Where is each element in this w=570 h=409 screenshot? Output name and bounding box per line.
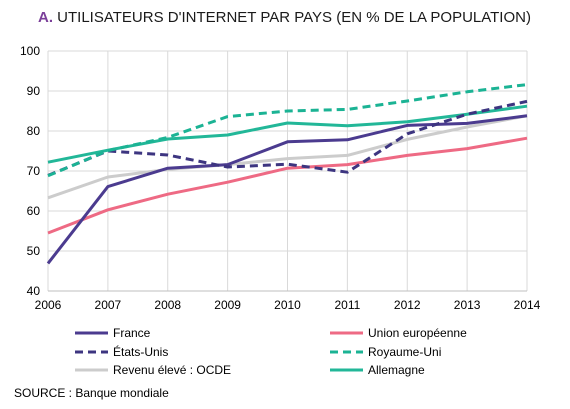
y-tick-label: 80	[27, 124, 41, 138]
series-line-Revenu élevé : OCDE	[47, 114, 528, 200]
y-tick-label: 100	[20, 44, 40, 58]
y-tick-label: 60	[27, 204, 41, 218]
series-line-France	[46, 114, 528, 265]
x-tick-label: 2011	[334, 298, 360, 312]
legend-label: Royaume-Uni	[368, 345, 441, 359]
series-line-Union européenne	[47, 136, 528, 235]
chart-title-text: UTILISATEURS D'INTERNET PAR PAYS (EN % D…	[57, 9, 531, 26]
series-lines	[46, 83, 528, 265]
y-tick-label: 50	[27, 244, 41, 258]
legend-label: Allemagne	[368, 363, 425, 377]
legend-label: France	[113, 326, 151, 340]
legend-label: Union européenne	[368, 326, 467, 340]
y-tick-label: 70	[27, 164, 41, 178]
series-line-Royaume-Uni	[47, 83, 528, 178]
y-tick-label: 90	[27, 84, 41, 98]
chart-title: A. UTILISATEURS D'INTERNET PAR PAYS (EN …	[38, 9, 531, 26]
x-tick-label: 2006	[35, 298, 62, 312]
chart-title-letter: A.	[38, 9, 53, 26]
legend-label: États-Unis	[113, 344, 168, 359]
x-tick-label: 2008	[154, 298, 181, 312]
x-tick-label: 2014	[514, 298, 541, 312]
x-tick-label: 2007	[95, 298, 122, 312]
x-tick-label: 2013	[454, 298, 481, 312]
gridlines	[47, 50, 528, 291]
x-tick-label: 2010	[274, 298, 301, 312]
x-tick-label: 2012	[394, 298, 421, 312]
series-line-États-Unis	[47, 99, 528, 177]
legend: France Union européenne États-Unis Royaume-…	[75, 326, 467, 377]
source-note: SOURCE : Banque mondiale	[14, 386, 169, 400]
y-tick-label: 40	[27, 284, 41, 298]
axes: 40 50 60 70 80 90 100 2006 2007 2008 2009 2010 2011 2…	[20, 44, 541, 312]
x-tick-label: 2009	[214, 298, 241, 312]
legend-label: Revenu élevé : OCDE	[113, 363, 231, 377]
